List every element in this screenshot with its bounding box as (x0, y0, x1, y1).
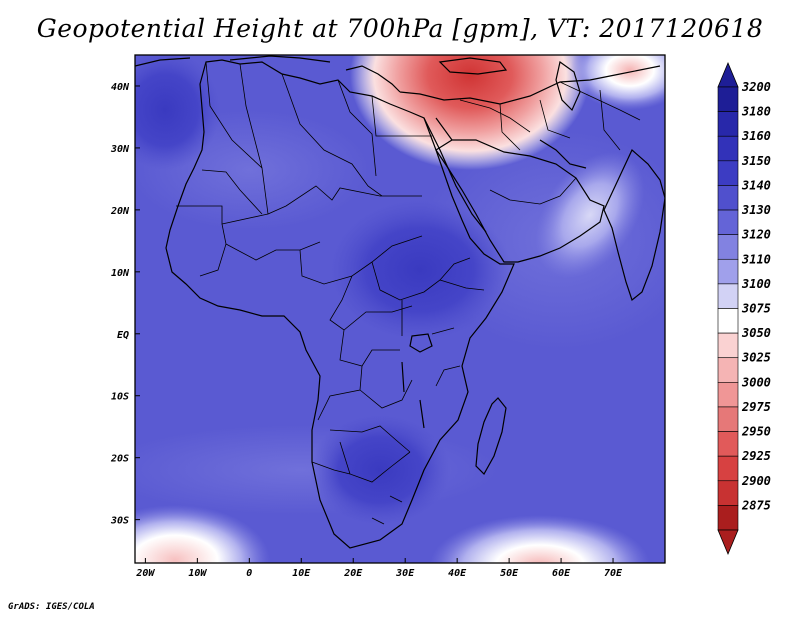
persian-gulf (539, 139, 587, 169)
field-southern-africa-core (310, 415, 450, 525)
grads-credit: GrADS: IGES/COLA (8, 602, 95, 612)
lat-tick-label: 10N (111, 268, 130, 279)
field-middle-east-low (350, 55, 590, 170)
europe-coastline (135, 55, 661, 105)
colorbar-level-label: 3200 (741, 80, 771, 94)
lon-tick-label: 50E (500, 568, 519, 579)
lat-tick-label: 30N (110, 144, 130, 155)
lon-tick-label: 10E (292, 568, 311, 579)
height-field (135, 55, 665, 563)
colorbar-swatch (717, 258, 739, 285)
colorbar-swatch (717, 111, 739, 137)
colorbar-swatch (717, 234, 739, 260)
colorbar-swatch (717, 357, 739, 383)
lake-victoria (409, 333, 433, 353)
lat-tick-label: 20S (110, 454, 129, 465)
colorbar-level-label: 2975 (741, 400, 771, 414)
map-title: Geopotential Height at 700hPa [gpm], VT:… (36, 14, 764, 43)
colorbar-swatch (717, 382, 739, 408)
lon-tick-label: 10W (188, 568, 207, 579)
colorbar-bottom-arrow (717, 529, 739, 556)
middle-east-borders (459, 81, 641, 205)
field-se-trough (430, 515, 650, 563)
colorbar-level-label: 3130 (741, 203, 771, 217)
india-coastline (603, 149, 665, 302)
country-borders (176, 61, 641, 525)
colorbar-swatch (717, 431, 739, 457)
border-lines (176, 61, 485, 525)
colorbar-level-label: 2950 (741, 425, 771, 439)
colorbar-level-label: 3140 (741, 178, 771, 192)
lat-tick-label: 40N (111, 82, 130, 93)
map-frame (134, 54, 666, 564)
colorbar-top-arrow (717, 61, 739, 88)
colorbar-swatch (717, 505, 739, 531)
lat-tick-label: 20N (110, 206, 130, 217)
colorbar: 3200 3180 3160 3150 3140 3130 3120 3110 3100 3075… (717, 61, 771, 556)
colorbar-swatch (717, 160, 739, 186)
colorbar-swatch (717, 332, 739, 359)
colorbar-level-label: 3110 (741, 252, 771, 266)
colorbar-level-label: 3120 (741, 228, 771, 242)
colorbar-swatch (717, 209, 739, 235)
colorbar-level-label: 3075 (741, 302, 771, 316)
colorbar-level-label: 3150 (741, 154, 771, 168)
red-sea (423, 117, 487, 233)
colorbar-level-label: 3000 (741, 375, 771, 389)
africa-coastline (165, 59, 515, 549)
colorbar-level-label: 2900 (741, 474, 771, 488)
colorbar-swatch (717, 283, 739, 309)
colorbar-swatch (717, 480, 739, 506)
field-sw-trough (135, 505, 270, 563)
colorbar-level-label: 2875 (741, 498, 771, 512)
lon-tick-label: 20W (135, 568, 155, 579)
colorbar-swatch (717, 308, 739, 334)
lon-tick-label: 0 (246, 568, 252, 579)
lat-tick-label: EQ (117, 330, 129, 341)
rift-lakes (401, 361, 425, 429)
field-ne-corner (570, 55, 665, 110)
arabia-coastline (435, 139, 605, 263)
colorbar-swatch (717, 135, 739, 162)
colorbar-level-label: 3025 (741, 351, 771, 365)
lat-tick-label: 30S (110, 516, 129, 527)
caspian-sea (555, 60, 581, 112)
field-east-africa-core (330, 200, 510, 340)
lon-tick-label: 70E (604, 568, 623, 579)
colorbar-swatch (717, 455, 739, 482)
black-sea (438, 57, 508, 75)
lon-tick-label: 40E (448, 568, 467, 579)
lat-tick-label: 10S (111, 392, 129, 403)
map-axes: 20W 10W 0 10E 20E 30E 40E 50E 60E 70E 40N 30N 20N 10N… (110, 82, 623, 579)
colorbar-level-label: 3050 (741, 326, 771, 340)
colorbar-level-label: 2925 (741, 449, 771, 463)
madagascar-coastline (475, 397, 507, 475)
colorbar-swatch (717, 185, 739, 211)
field-nw-core (135, 55, 220, 170)
colorbar-level-label: 3160 (741, 129, 771, 143)
colorbar-swatch (717, 406, 739, 432)
colorbar-level-label: 3100 (741, 277, 771, 291)
lon-tick-label: 60E (552, 568, 571, 579)
colorbar-swatch (717, 86, 739, 112)
coastlines (135, 55, 665, 549)
lon-tick-label: 30E (395, 568, 415, 579)
colorbar-level-label: 3180 (741, 105, 771, 119)
lon-tick-label: 20E (343, 568, 363, 579)
